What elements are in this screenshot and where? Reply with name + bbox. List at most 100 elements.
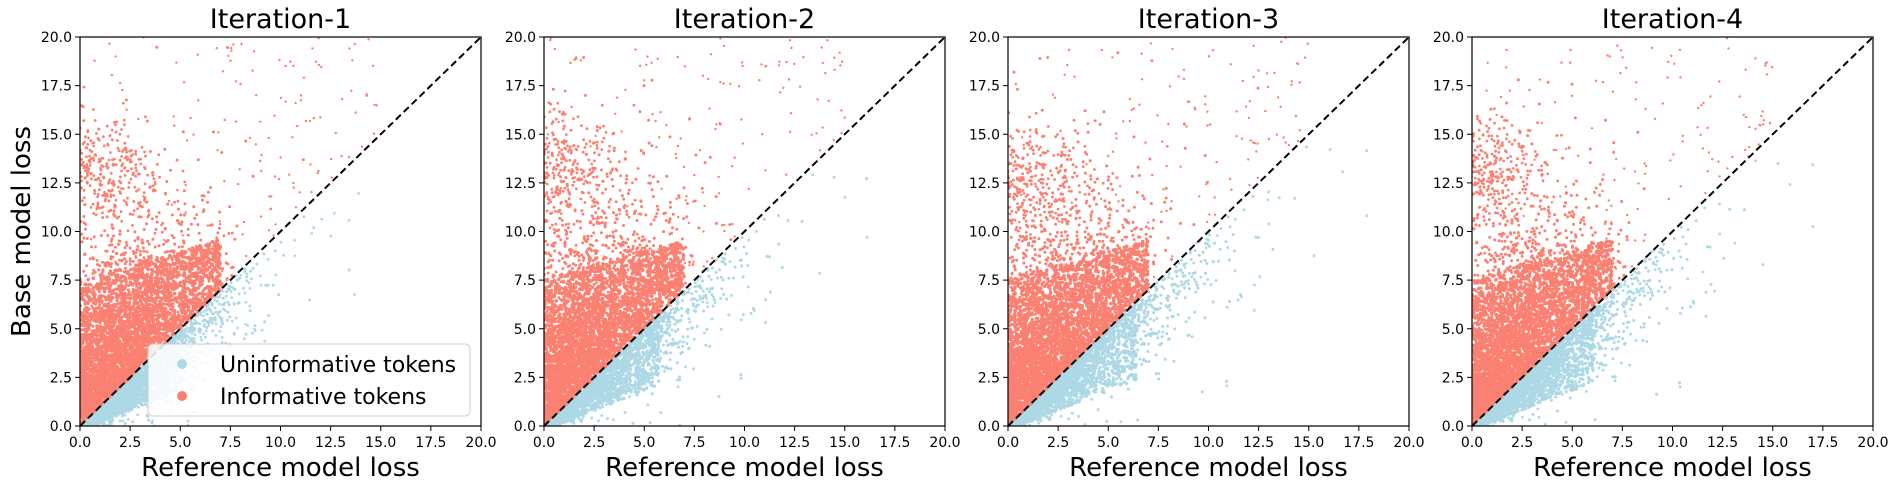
data-point: [357, 192, 360, 195]
data-point: [180, 340, 184, 344]
data-point: [244, 332, 248, 336]
data-point: [132, 385, 136, 390]
data-point: [178, 334, 181, 337]
data-point: [226, 310, 230, 314]
data-point: [144, 402, 148, 406]
data-point: [136, 380, 140, 384]
data-point: [90, 419, 95, 423]
data-point: [114, 409, 118, 413]
data-point: [141, 376, 145, 380]
data-point: [236, 278, 239, 282]
data-point: [186, 419, 190, 423]
data-point: [229, 285, 232, 289]
panel-1: 0.0 2.5 5.0 7.5 10.0 12.5 15.0 17.5 20.00.02.55.…: [7, 4, 497, 483]
data-point: [110, 422, 113, 426]
data-point: [310, 232, 314, 235]
data-point: [124, 422, 127, 425]
data-point: [217, 310, 221, 314]
data-point: [211, 329, 215, 333]
data-point: [224, 290, 228, 294]
data-point: [221, 322, 224, 326]
data-point: [206, 320, 210, 324]
data-point: [114, 404, 118, 409]
data-point: [119, 410, 123, 414]
data-point: [200, 338, 204, 342]
data-point: [218, 302, 221, 306]
data-point: [243, 291, 247, 295]
data-point: [131, 380, 135, 384]
data-point: [194, 320, 197, 324]
data-point: [234, 316, 238, 320]
data-point: [208, 319, 212, 323]
data-point: [245, 279, 249, 282]
data-point: [150, 421, 154, 424]
data-point: [126, 401, 130, 405]
data-point: [146, 415, 150, 418]
data-point: [133, 230, 137, 234]
data-point: [353, 293, 356, 296]
data-point: [133, 377, 137, 381]
data-point: [190, 321, 194, 325]
data-point: [236, 326, 240, 330]
data-point: [184, 338, 188, 342]
data-point: [220, 319, 224, 323]
data-point: [226, 300, 230, 304]
data-point: [221, 289, 224, 293]
data-point: [136, 237, 140, 241]
data-point: [229, 290, 233, 293]
data-point: [98, 416, 102, 420]
data-point: [302, 215, 306, 219]
data-point: [105, 405, 109, 409]
data-point: [248, 309, 252, 313]
data-point: [216, 299, 219, 303]
data-point: [144, 385, 148, 389]
data-point: [201, 319, 205, 323]
data-point: [220, 336, 224, 339]
data-point: [204, 308, 208, 312]
data-point: [114, 251, 118, 255]
data-point: [123, 408, 127, 412]
data-point: [205, 326, 209, 329]
data-point: [211, 321, 214, 325]
data-point: [133, 404, 137, 408]
data-point: [202, 332, 205, 336]
data-point: [82, 215, 86, 218]
data-point: [263, 320, 267, 324]
data-point: [320, 217, 324, 221]
data-point: [137, 376, 141, 380]
data-point: [117, 406, 121, 410]
data-point: [248, 287, 252, 290]
data-point: [116, 401, 120, 406]
data-point: [259, 283, 263, 287]
data-point: [108, 406, 112, 410]
data-point: [255, 262, 259, 266]
data-point: [148, 150, 152, 153]
data-point: [236, 301, 240, 305]
data-point: [282, 253, 285, 257]
data-point: [142, 370, 146, 374]
data-point: [100, 419, 104, 423]
data-point: [126, 407, 130, 411]
data-point: [199, 313, 202, 316]
data-point: [142, 399, 146, 403]
data-point: [253, 329, 257, 332]
data-point: [199, 335, 203, 339]
data-point: [223, 309, 227, 312]
data-point: [184, 328, 188, 331]
data-point: [189, 338, 193, 342]
data-point: [210, 303, 214, 307]
data-point: [347, 219, 351, 222]
data-point: [101, 260, 104, 264]
data-point: [279, 241, 283, 244]
data-point: [220, 341, 224, 344]
data-point: [229, 281, 233, 284]
data-point: [118, 419, 122, 423]
data-point: [111, 407, 115, 411]
data-point: [218, 329, 222, 333]
data-point: [213, 298, 217, 302]
data-point: [224, 294, 228, 298]
data-point: [347, 268, 351, 272]
data-point: [293, 254, 297, 258]
data-point: [247, 281, 251, 285]
